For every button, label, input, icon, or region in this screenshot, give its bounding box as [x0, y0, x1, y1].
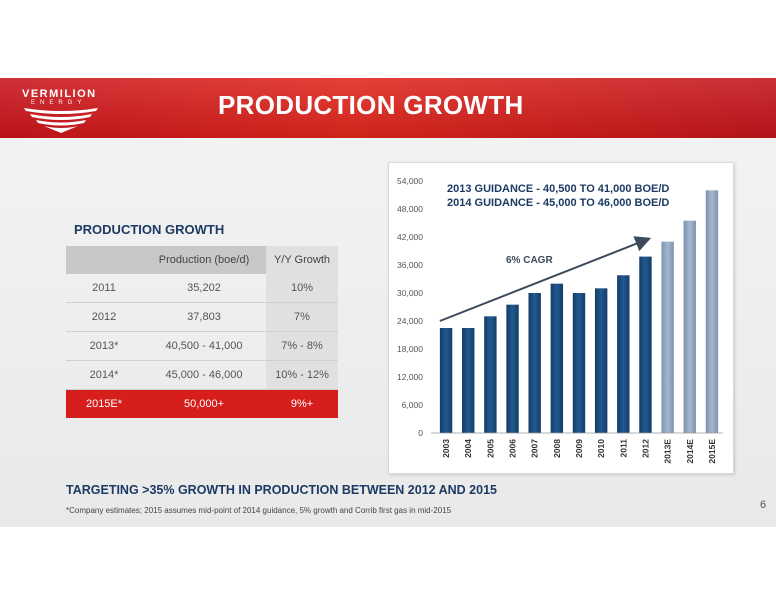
x-tick-label: 2014E: [685, 439, 695, 464]
logo-wordmark: VERMILION: [22, 88, 97, 100]
y-tick-label: 6,000: [402, 400, 424, 410]
cell-growth: 9%+: [266, 389, 338, 418]
chart-svg: 0 6,000 12,000 18,000 24,000 30,000 36,000 42,0…: [397, 176, 723, 464]
table-header-year: [66, 246, 142, 274]
bar-2003: [439, 328, 453, 433]
cell-growth: 10%: [266, 274, 338, 303]
slide: VERMILION ENERGY PRODUCTION GROWTH PRODU…: [0, 78, 776, 527]
table-row-highlight: 2015E* 50,000+ 9%+: [66, 389, 338, 418]
x-tick-label: 2012: [640, 439, 650, 458]
x-tick-label: 2004: [463, 439, 473, 458]
x-tick-label: 2008: [552, 439, 562, 458]
bar-2013E: [661, 241, 674, 433]
y-tick-label: 0: [418, 428, 423, 438]
x-tick-label: 2015E: [707, 439, 717, 464]
bar-2009: [572, 293, 586, 433]
x-tick-label: 2003: [441, 439, 451, 458]
bar-2008: [550, 283, 564, 433]
cell-growth: 7%: [266, 302, 338, 332]
production-table: Production (boe/d) Y/Y Growth 2011 35,20…: [66, 246, 338, 418]
y-tick-label: 24,000: [397, 316, 423, 326]
banner-shade: [0, 78, 776, 138]
x-tick-label: 2010: [596, 439, 606, 458]
y-tick-label: 36,000: [397, 260, 423, 270]
table-header-growth: Y/Y Growth: [266, 246, 338, 274]
page-title: PRODUCTION GROWTH: [218, 90, 524, 120]
cell-growth: 10% - 12%: [266, 360, 338, 390]
cell-year: 2014*: [66, 360, 142, 390]
cell-growth: 7% - 8%: [266, 331, 338, 361]
cell-production: 45,000 - 46,000: [142, 360, 266, 390]
bar-2011: [617, 275, 630, 433]
y-tick-label: 18,000: [397, 344, 423, 354]
y-tick-label: 48,000: [397, 204, 423, 214]
x-tick-label: 2005: [485, 439, 495, 458]
guidance-2014-label: 2014 GUIDANCE - 45,000 TO 46,000 BOE/D: [447, 197, 669, 209]
x-tick-label: 2011: [618, 439, 628, 458]
y-tick-label: 42,000: [397, 232, 423, 242]
cell-year: 2015E*: [66, 389, 142, 418]
y-tick-label: 12,000: [397, 372, 423, 382]
table-header-row: Production (boe/d) Y/Y Growth: [66, 246, 338, 274]
title-banner: VERMILION ENERGY PRODUCTION GROWTH: [0, 78, 776, 138]
bar-2005: [484, 316, 497, 433]
cell-year: 2013*: [66, 331, 142, 361]
cell-year: 2011: [66, 274, 142, 303]
bar-2012: [639, 256, 652, 433]
trend-arrow: [439, 236, 652, 322]
x-tick-label: 2013E: [663, 439, 673, 464]
table-header-production: Production (boe/d): [142, 246, 266, 274]
bar-2015E: [705, 190, 719, 433]
table-row: 2012 37,803 7%: [66, 302, 338, 332]
logo-subword: ENERGY: [31, 100, 87, 106]
company-logo: VERMILION ENERGY: [18, 82, 104, 142]
x-tick-label: 2007: [530, 439, 540, 458]
x-tick-label: 2006: [508, 439, 518, 458]
guidance-2013-label: 2013 GUIDANCE - 40,500 TO 41,000 BOE/D: [447, 183, 669, 195]
tagline: TARGETING >35% GROWTH IN PRODUCTION BETW…: [66, 483, 497, 497]
bar-2006: [506, 304, 519, 433]
cell-year: 2012: [66, 302, 142, 332]
bar-2007: [528, 293, 541, 433]
production-chart: 0 6,000 12,000 18,000 24,000 30,000 36,000 42,0…: [388, 162, 734, 474]
logo-chevron-icon: [24, 108, 98, 133]
bar-2014E: [683, 220, 696, 433]
y-tick-label: 54,000: [397, 176, 423, 186]
table-title: PRODUCTION GROWTH: [74, 222, 225, 237]
table-row: 2014* 45,000 - 46,000 10% - 12%: [66, 360, 338, 390]
cell-production: 35,202: [142, 274, 266, 303]
page-number: 6: [760, 499, 767, 511]
bar-2010: [594, 288, 608, 433]
x-tick-label: 2009: [574, 439, 584, 458]
y-tick-label: 30,000: [397, 288, 423, 298]
cagr-label: 6% CAGR: [506, 255, 553, 266]
bar-2004: [462, 328, 475, 433]
cell-production: 50,000+: [142, 389, 266, 418]
table-row: 2013* 40,500 - 41,000 7% - 8%: [66, 331, 338, 361]
footnote: *Company estimates; 2015 assumes mid-poi…: [66, 506, 452, 515]
table-row: 2011 35,202 10%: [66, 274, 338, 303]
cell-production: 37,803: [142, 302, 266, 332]
cell-production: 40,500 - 41,000: [142, 331, 266, 361]
